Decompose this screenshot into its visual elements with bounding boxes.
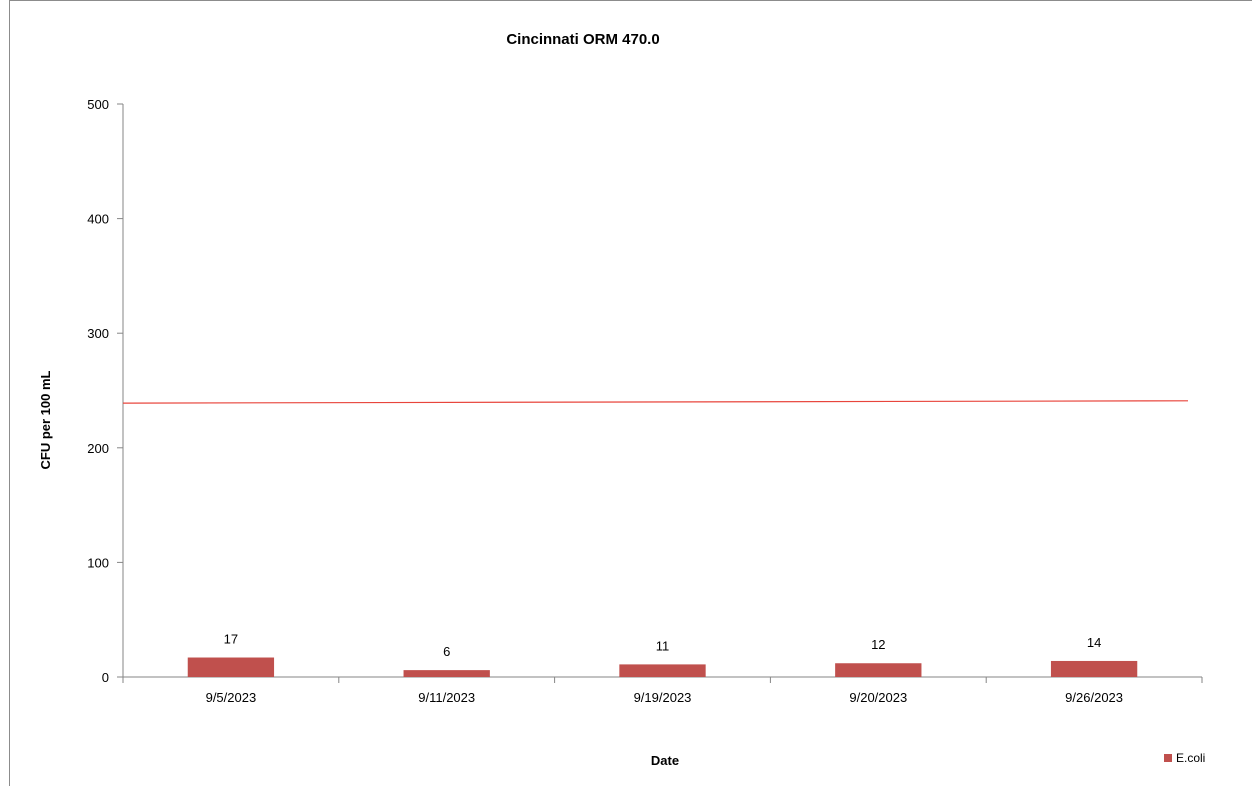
bar-data-label: 11 (656, 638, 670, 653)
x-tick-label: 9/26/2023 (1065, 690, 1123, 705)
x-tick-label: 9/20/2023 (849, 690, 907, 705)
y-tick-label: 400 (87, 212, 109, 227)
y-tick-label: 200 (87, 441, 109, 456)
bar (835, 663, 922, 677)
y-axis-title: CFU per 100 mL (38, 370, 53, 469)
bar (187, 657, 275, 677)
reference-line (122, 400, 1189, 404)
bar (1050, 660, 1138, 677)
y-tick-label: 100 (87, 555, 109, 570)
bar (403, 670, 490, 677)
x-tick-label: 9/5/2023 (206, 690, 257, 705)
bar-data-label: 12 (871, 637, 885, 652)
y-tick-label: 0 (102, 670, 109, 685)
legend-swatch (1164, 754, 1172, 762)
bar (619, 664, 706, 677)
chart-frame (9, 0, 1252, 786)
chart-title: Cincinnati ORM 470.0 (506, 31, 659, 48)
x-tick-label: 9/11/2023 (418, 690, 475, 705)
x-tick-label: 9/19/2023 (634, 690, 692, 705)
y-tick-label: 300 (87, 326, 109, 341)
bar-data-label: 14 (1087, 635, 1101, 650)
x-axis-title: Date (651, 753, 679, 768)
y-tick-label: 500 (87, 97, 109, 112)
bar-data-label: 6 (443, 644, 450, 659)
bar-data-label: 17 (224, 632, 238, 647)
legend-label: E.coli (1176, 751, 1205, 765)
